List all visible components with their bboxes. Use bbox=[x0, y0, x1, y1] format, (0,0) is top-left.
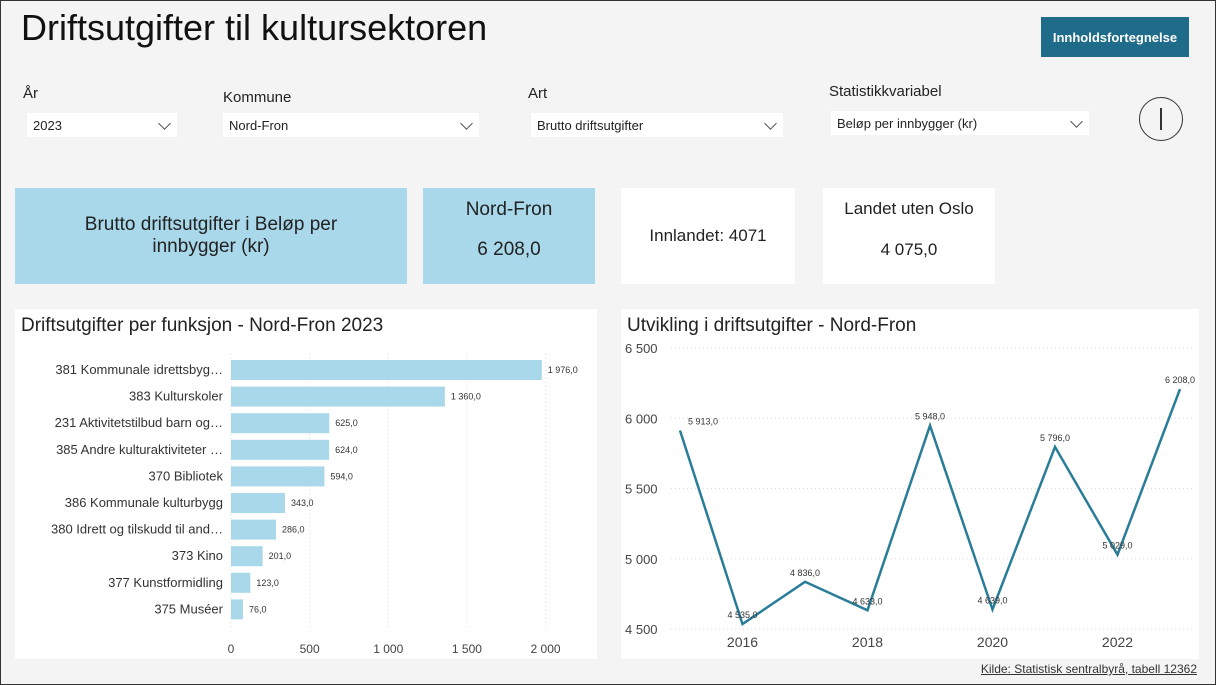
country-card: Landet uten Oslo 4 075,0 bbox=[823, 188, 995, 284]
filter-label: Statistikkvariabel bbox=[829, 83, 942, 100]
year-dropdown[interactable]: 2023 bbox=[27, 113, 177, 137]
bar bbox=[231, 572, 251, 593]
description-card: Brutto driftsutgifter i Beløp per innbyg… bbox=[15, 188, 407, 284]
y-tick-label: 383 Kulturskoler bbox=[129, 389, 224, 404]
bar bbox=[231, 519, 276, 540]
y-tick-label: 373 Kino bbox=[172, 548, 223, 563]
chart-title: Driftsutgifter per funksjon - Nord-Fron … bbox=[21, 315, 383, 336]
data-label: 286,0 bbox=[282, 525, 305, 535]
municipality-card: Nord-Fron 6 208,0 bbox=[423, 188, 595, 284]
dropdown-value: Beløp per innbygger (kr) bbox=[837, 115, 978, 131]
data-label: 123,0 bbox=[256, 578, 279, 588]
y-tick-label: 375 Muséer bbox=[154, 601, 223, 616]
bar bbox=[231, 546, 263, 567]
x-tick-label: 2020 bbox=[977, 634, 1008, 650]
bar-chart: Driftsutgifter per funksjon - Nord-Fron … bbox=[15, 309, 597, 659]
toc-button[interactable]: Innholdsfortegnelse bbox=[1041, 17, 1189, 57]
card-text: Brutto driftsutgifter i Beløp per innbyg… bbox=[84, 214, 338, 257]
chart-title: Utvikling i driftsutgifter - Nord-Fron bbox=[627, 315, 916, 336]
bar bbox=[231, 386, 445, 407]
data-label: 343,0 bbox=[291, 498, 314, 508]
bar bbox=[231, 439, 330, 460]
dropdown-value: 2023 bbox=[33, 117, 62, 133]
x-tick-label: 500 bbox=[300, 642, 320, 656]
line-chart: Utvikling i driftsutgifter - Nord-Fron 4 … bbox=[621, 309, 1199, 659]
bar bbox=[231, 493, 285, 513]
y-tick-label: 381 Kommunale idrettsbyg… bbox=[55, 362, 223, 377]
data-label: 201,0 bbox=[269, 551, 292, 561]
source-link[interactable]: Kilde: Statistisk sentralbyrå, tabell 12… bbox=[980, 662, 1197, 676]
data-label: 624,0 bbox=[335, 445, 358, 455]
data-label: 5 913,0 bbox=[688, 416, 718, 426]
data-label: 4 836,0 bbox=[790, 568, 820, 578]
y-tick-label: 386 Kommunale kulturbygg bbox=[65, 495, 223, 510]
y-tick-label: 6 500 bbox=[625, 341, 658, 356]
y-tick-label: 5 500 bbox=[625, 482, 658, 497]
data-label: 4 639,0 bbox=[977, 595, 1007, 605]
data-label: 4 535,0 bbox=[727, 610, 757, 620]
y-tick-label: 385 Andre kulturaktiviteter … bbox=[56, 442, 223, 457]
card-title: Nord-Fron bbox=[465, 199, 553, 220]
bar bbox=[231, 599, 243, 620]
type-dropdown[interactable]: Brutto driftsutgifter bbox=[531, 113, 783, 137]
dropdown-value: Nord-Fron bbox=[229, 117, 289, 133]
y-tick-label: 380 Idrett og tilskudd til and… bbox=[51, 522, 223, 537]
line-series bbox=[678, 388, 1182, 627]
filter-label: År bbox=[23, 85, 38, 102]
y-tick-label: 5 000 bbox=[625, 552, 658, 567]
data-label: 5 796,0 bbox=[1040, 433, 1070, 443]
card-value: 6 208,0 bbox=[477, 239, 541, 260]
data-label: 4 633,0 bbox=[852, 596, 882, 606]
data-label: 594,0 bbox=[330, 471, 353, 481]
county-card: Innlandet: 4071 bbox=[621, 188, 795, 284]
x-tick-label: 1 500 bbox=[452, 642, 482, 656]
x-tick-label: 1 000 bbox=[373, 642, 403, 656]
y-tick-label: 231 Aktivitetstilbud barn og… bbox=[55, 415, 223, 430]
bar bbox=[231, 360, 542, 380]
filter-label: Kommune bbox=[223, 89, 292, 106]
y-tick-label: 6 000 bbox=[625, 411, 658, 426]
card-text: Innlandet: 4071 bbox=[649, 226, 767, 245]
data-label: 5 029,0 bbox=[1102, 541, 1132, 551]
card-title: Landet uten Oslo bbox=[844, 198, 974, 218]
data-label: 76,0 bbox=[249, 604, 267, 614]
info-icon[interactable] bbox=[1139, 97, 1183, 141]
variable-dropdown[interactable]: Beløp per innbygger (kr) bbox=[831, 111, 1089, 135]
page-title: Driftsutgifter til kultursektoren bbox=[21, 7, 488, 48]
data-label: 1 976,0 bbox=[548, 365, 578, 375]
bar bbox=[231, 466, 325, 487]
filter-label: Art bbox=[528, 85, 548, 102]
data-label: 5 948,0 bbox=[915, 412, 945, 422]
y-tick-label: 370 Bibliotek bbox=[149, 468, 224, 483]
card-value: 4 075,0 bbox=[880, 239, 938, 259]
data-label: 6 208,0 bbox=[1165, 375, 1195, 385]
data-label: 1 360,0 bbox=[451, 392, 481, 402]
x-tick-label: 2022 bbox=[1102, 634, 1133, 650]
y-tick-label: 4 500 bbox=[625, 622, 658, 637]
data-label: 625,0 bbox=[335, 418, 358, 428]
dropdown-value: Brutto driftsutgifter bbox=[537, 117, 644, 133]
x-tick-label: 2016 bbox=[727, 634, 758, 650]
x-tick-label: 0 bbox=[228, 642, 235, 656]
municipality-dropdown[interactable]: Nord-Fron bbox=[223, 113, 479, 137]
bar bbox=[231, 413, 330, 434]
y-tick-label: 377 Kunstformidling bbox=[108, 575, 223, 590]
x-tick-label: 2018 bbox=[852, 634, 883, 650]
x-tick-label: 2 000 bbox=[531, 642, 561, 656]
